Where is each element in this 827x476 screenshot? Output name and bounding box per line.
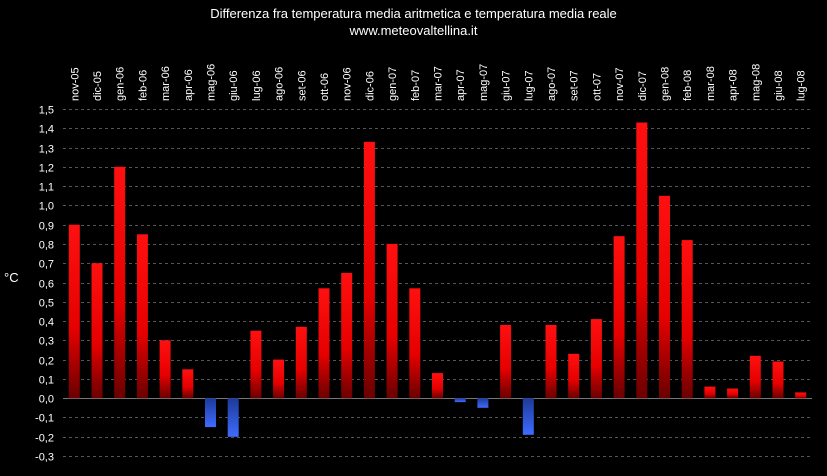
bar bbox=[545, 324, 557, 399]
x-tick-label: apr-08 bbox=[728, 69, 740, 101]
x-tick-label: lug-06 bbox=[251, 70, 263, 101]
y-tick-label: 0,8 bbox=[39, 240, 54, 252]
x-tick-label: gen-07 bbox=[387, 67, 399, 101]
y-tick-label: 0,7 bbox=[39, 259, 54, 271]
bar bbox=[727, 388, 739, 399]
x-tick-label: dic-05 bbox=[92, 71, 104, 101]
bar bbox=[273, 359, 285, 399]
y-tick-label: 0,1 bbox=[39, 375, 54, 387]
bar bbox=[363, 141, 375, 399]
x-tick-label: ago-07 bbox=[546, 67, 558, 101]
bar bbox=[454, 398, 466, 403]
y-tick-label: 0,5 bbox=[39, 298, 54, 310]
y-tick-label: 0,9 bbox=[39, 221, 54, 233]
y-axis-label: °C bbox=[4, 270, 19, 285]
y-tick-label: 0,3 bbox=[39, 336, 54, 348]
x-tick-label: apr-07 bbox=[455, 69, 467, 101]
x-tick-label: dic-07 bbox=[637, 71, 649, 101]
grid-lines bbox=[63, 109, 812, 457]
y-tick-label: 1,2 bbox=[39, 163, 54, 175]
bar bbox=[159, 340, 171, 399]
bar bbox=[227, 398, 239, 437]
bar bbox=[772, 361, 784, 399]
y-tick-label: 0,6 bbox=[39, 279, 54, 291]
bar bbox=[68, 224, 80, 399]
x-tick-label: mar-06 bbox=[160, 66, 172, 101]
chart-title: Differenza fra temperatura media aritmet… bbox=[210, 6, 617, 21]
bar bbox=[795, 392, 807, 399]
bar bbox=[681, 240, 693, 399]
bar bbox=[636, 122, 648, 399]
bar bbox=[318, 288, 330, 399]
chart-subtitle: www.meteovaltellina.it bbox=[349, 23, 478, 38]
x-tick-label: ott-07 bbox=[591, 73, 603, 101]
y-tick-label: 1,4 bbox=[39, 124, 54, 136]
bar bbox=[590, 319, 602, 399]
bar bbox=[114, 166, 126, 399]
x-tick-label: giu-07 bbox=[501, 70, 513, 101]
x-tick-label: nov-07 bbox=[614, 67, 626, 101]
y-tick-label: 1,5 bbox=[39, 105, 54, 117]
x-tick-label: giu-06 bbox=[228, 70, 240, 101]
bar bbox=[341, 272, 353, 399]
x-tick-label: lug-08 bbox=[796, 70, 808, 101]
bar bbox=[613, 236, 625, 399]
bar bbox=[409, 288, 421, 399]
bar bbox=[386, 243, 398, 399]
y-tick-label: 0,2 bbox=[39, 356, 54, 368]
y-axis-ticks: -0,3 -0,2 -0,1 0,0 0,1 0,2 0,3 0,4 0,5 0,6 0,7 0,8 0… bbox=[35, 105, 54, 464]
bar bbox=[749, 355, 761, 399]
x-tick-label: feb-07 bbox=[410, 70, 422, 101]
bar bbox=[250, 330, 262, 399]
x-tick-label: ott-06 bbox=[319, 73, 331, 101]
x-tick-label: gen-06 bbox=[115, 67, 127, 101]
x-tick-label: ago-06 bbox=[274, 67, 286, 101]
x-tick-label: set-07 bbox=[569, 70, 581, 101]
x-tick-label: nov-06 bbox=[342, 67, 354, 101]
bar bbox=[182, 369, 194, 399]
bar bbox=[500, 324, 512, 399]
bar bbox=[295, 326, 307, 399]
bar bbox=[91, 263, 103, 399]
x-tick-label: set-06 bbox=[296, 70, 308, 101]
y-tick-label: -0,1 bbox=[35, 413, 54, 425]
bar bbox=[704, 386, 716, 399]
x-tick-label: mag-07 bbox=[478, 64, 490, 101]
bar bbox=[477, 398, 489, 408]
x-axis-ticks: nov-05 dic-05 gen-06 feb-06 mar-06 apr-06 mag-… bbox=[69, 64, 807, 101]
x-tick-label: mag-06 bbox=[206, 64, 218, 101]
x-tick-label: apr-06 bbox=[183, 69, 195, 101]
bar bbox=[205, 398, 216, 428]
y-tick-label: 0,4 bbox=[39, 317, 54, 329]
x-tick-label: gen-08 bbox=[659, 67, 671, 101]
y-tick-label: 0,0 bbox=[39, 394, 54, 406]
x-tick-label: dic-06 bbox=[364, 71, 376, 101]
x-tick-label: feb-06 bbox=[137, 70, 149, 101]
y-tick-label: -0,3 bbox=[35, 452, 54, 464]
y-tick-label: 1,1 bbox=[39, 182, 54, 194]
x-tick-label: giu-08 bbox=[773, 70, 785, 101]
bar bbox=[136, 234, 148, 399]
bars bbox=[68, 122, 807, 437]
bar bbox=[522, 398, 534, 435]
x-tick-label: mar-08 bbox=[705, 66, 717, 101]
x-tick-label: mag-08 bbox=[750, 64, 762, 101]
x-tick-label: lug-07 bbox=[523, 70, 535, 101]
bar bbox=[568, 353, 580, 399]
bar bbox=[659, 195, 670, 399]
x-tick-label: mar-07 bbox=[433, 66, 445, 101]
x-tick-label: nov-05 bbox=[69, 67, 81, 101]
bar bbox=[432, 373, 443, 399]
y-tick-label: 1,0 bbox=[39, 201, 54, 213]
y-tick-label: 1,3 bbox=[39, 144, 54, 156]
y-tick-label: -0,2 bbox=[35, 433, 54, 445]
x-tick-label: feb-08 bbox=[682, 70, 694, 101]
